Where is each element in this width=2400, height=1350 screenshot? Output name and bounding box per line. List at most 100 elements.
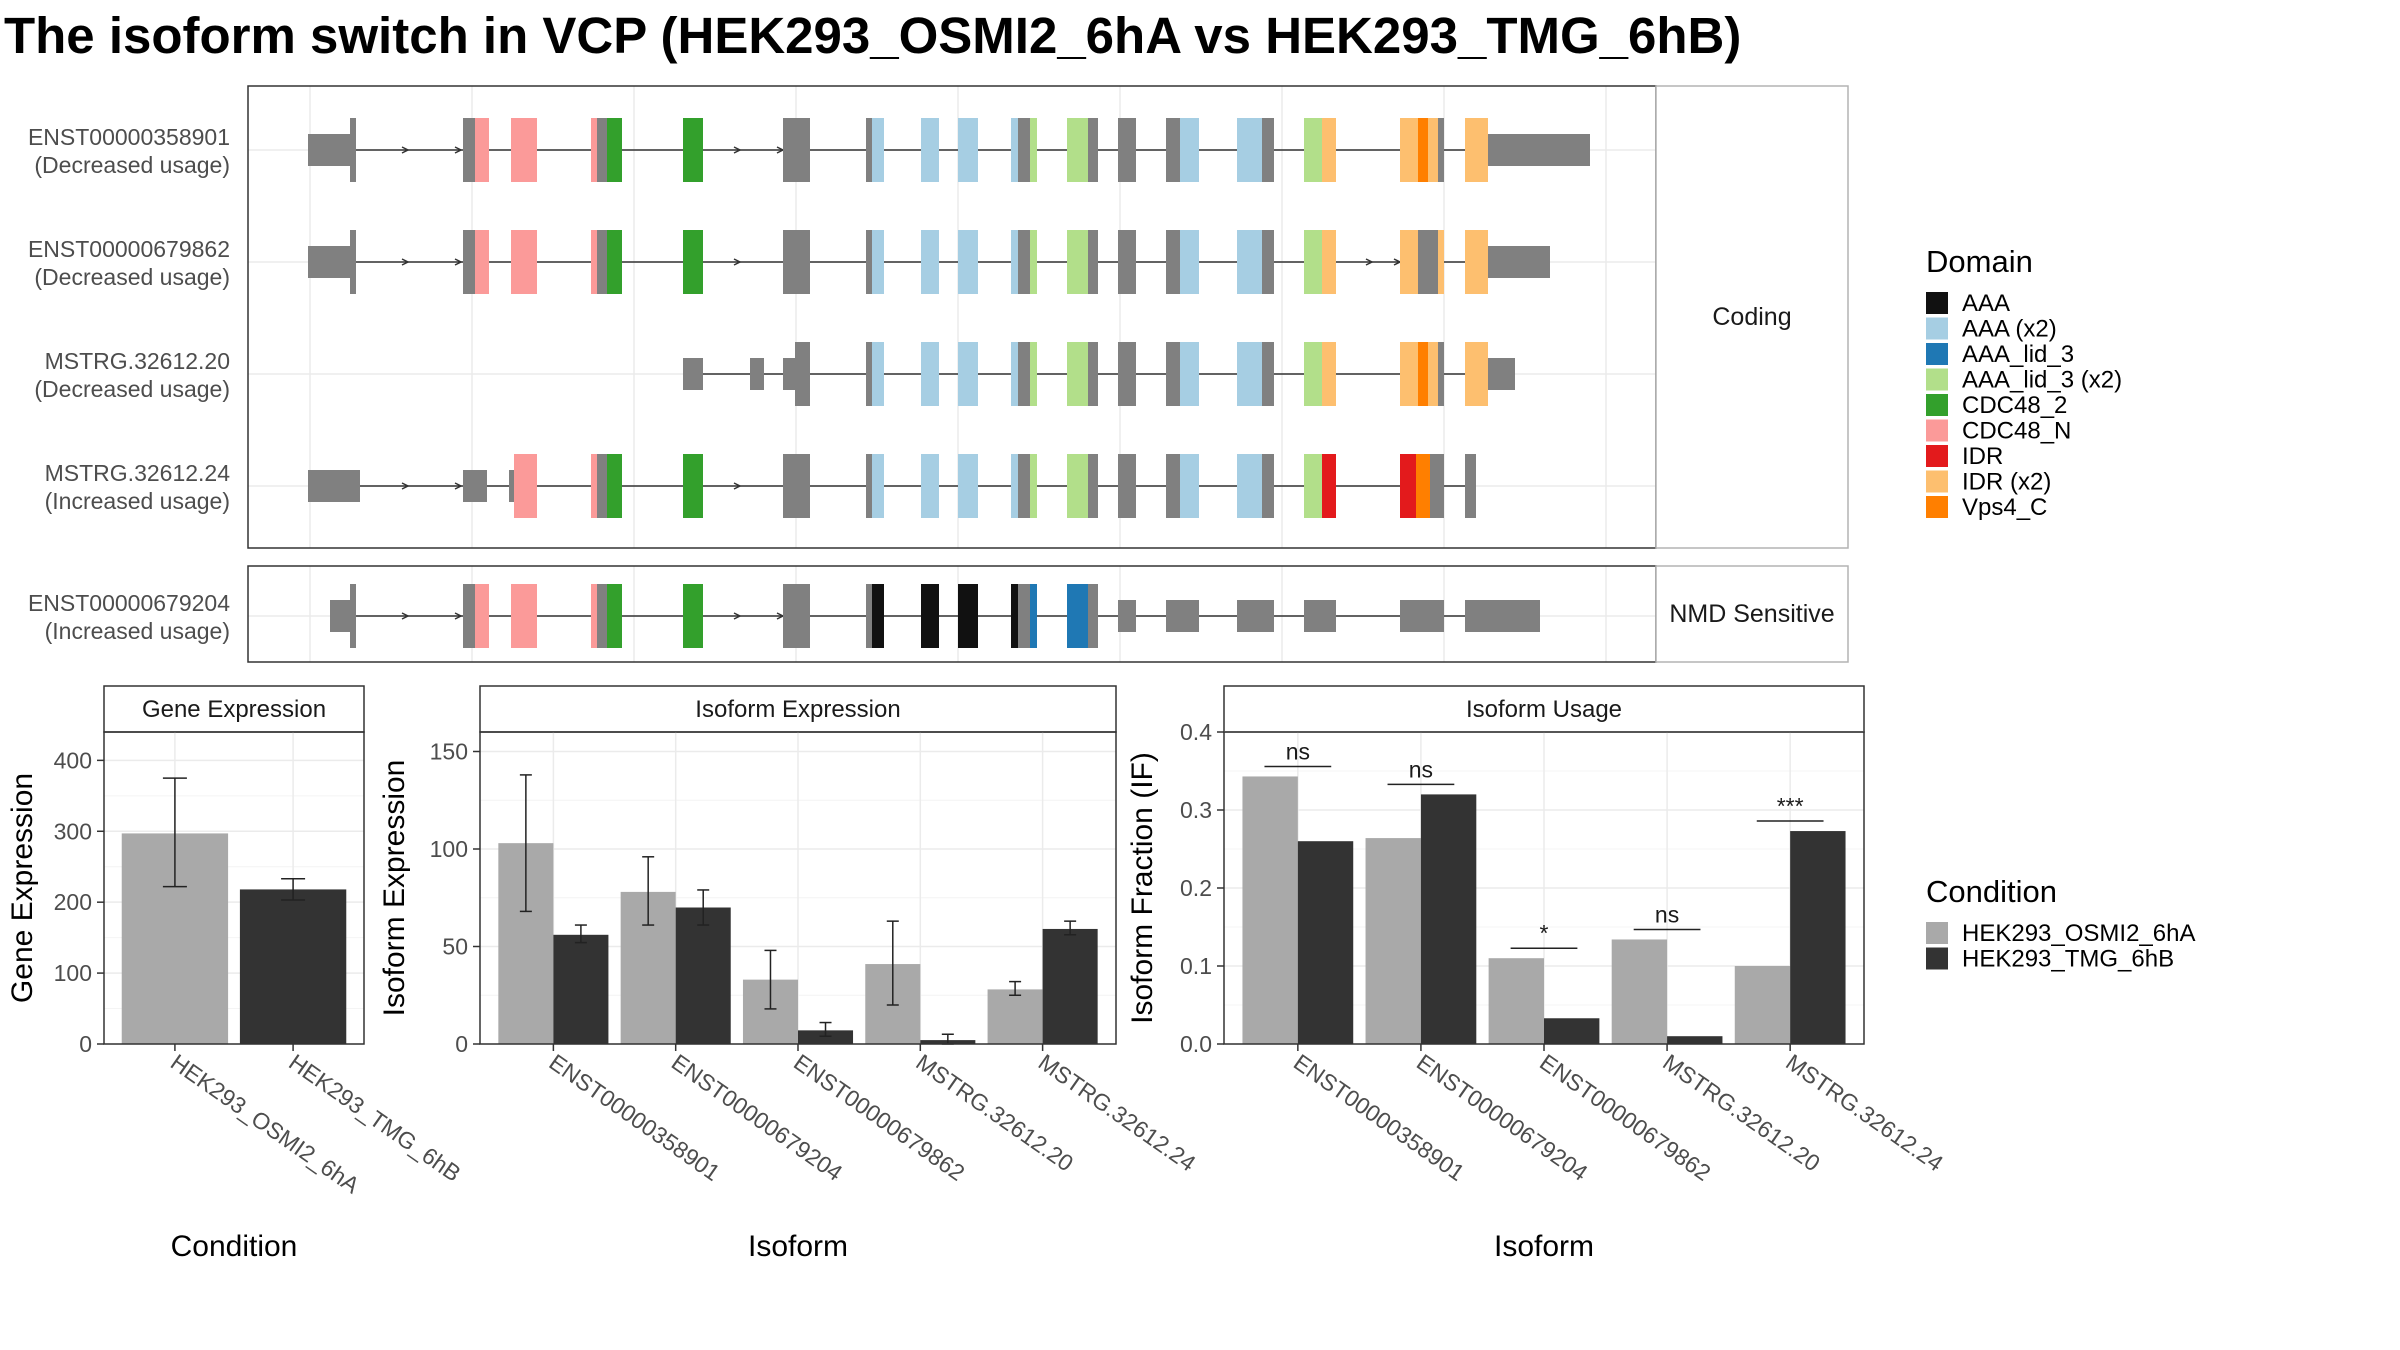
condition-legend-swatch: [1926, 948, 1948, 970]
exon: [866, 118, 872, 182]
domain-exon: [1180, 454, 1199, 518]
exon: [350, 118, 356, 182]
domain-exon: [514, 454, 537, 518]
bar: [1612, 939, 1667, 1044]
bar: [676, 908, 731, 1045]
domain-exon: [1011, 454, 1018, 518]
exon: [866, 342, 872, 406]
exon: [308, 246, 355, 278]
x-tick-label: HEK293_OSMI2_6hA: [166, 1049, 365, 1199]
domain-exon: [1237, 118, 1262, 182]
domain-exon: [607, 230, 622, 294]
domain-exon: [1416, 454, 1430, 518]
exon: [1088, 118, 1098, 182]
significance-label: ns: [1286, 738, 1310, 764]
exon: [597, 230, 607, 294]
condition-legend-title: Condition: [1926, 874, 2057, 909]
y-axis-label: Isoform Fraction (IF): [1126, 752, 1159, 1024]
transcript-usage-label: (Decreased usage): [34, 152, 230, 178]
domain-exon: [511, 230, 537, 294]
domain-exon: [1030, 584, 1037, 648]
domain-legend-label: CDC48_2: [1962, 392, 2067, 419]
exon: [1118, 230, 1136, 294]
exon: [1088, 342, 1098, 406]
y-tick-label: 100: [430, 836, 468, 862]
domain-legend-label: AAA_lid_3 (x2): [1962, 367, 2122, 394]
y-tick-label: 0.0: [1180, 1031, 1212, 1057]
bar: [1242, 776, 1297, 1044]
exon: [463, 230, 475, 294]
isoform-usage-chart: Isoform Usage0.00.10.20.30.4ENST00000358…: [1126, 686, 1948, 1263]
bar: [988, 989, 1043, 1044]
exon: [866, 584, 872, 648]
bar: [1544, 1018, 1599, 1044]
condition-legend-label: HEK293_TMG_6hB: [1962, 946, 2174, 973]
bar: [1043, 929, 1098, 1044]
domain-legend-label: AAA: [1962, 290, 2010, 317]
domain-legend-label: CDC48_N: [1962, 418, 2071, 445]
domain-exon: [921, 118, 939, 182]
exon: [1166, 230, 1180, 294]
y-tick-label: 50: [442, 934, 468, 960]
exon: [783, 584, 810, 648]
significance-label: *: [1540, 920, 1549, 946]
bar: [553, 935, 608, 1044]
domain-exon: [1067, 118, 1088, 182]
domain-exon: [1067, 230, 1088, 294]
domain-legend-swatch: [1926, 471, 1948, 493]
domain-exon: [475, 230, 489, 294]
bar: [1667, 1036, 1722, 1044]
domain-legend-swatch: [1926, 318, 1948, 340]
domain-exon: [1304, 454, 1322, 518]
domain-exon: [872, 342, 884, 406]
domain-exon: [1180, 118, 1199, 182]
figure-canvas: CodingNMD SensitiveENST00000358901(Decre…: [0, 0, 2400, 1350]
isoform-expression-chart: Isoform Expression050100150ENST000003589…: [378, 686, 1201, 1263]
domain-exon: [1428, 118, 1438, 182]
domain-exon: [683, 118, 703, 182]
exon: [1088, 230, 1098, 294]
domain-exon: [1011, 118, 1018, 182]
exon: [350, 584, 356, 648]
domain-exon: [475, 118, 489, 182]
exon: [1438, 118, 1444, 182]
exon: [1488, 134, 1590, 166]
domain-exon: [511, 118, 537, 182]
exon: [308, 134, 355, 166]
exon: [1166, 600, 1199, 632]
domain-exon: [921, 342, 939, 406]
exon: [1262, 118, 1274, 182]
exon: [1430, 454, 1444, 518]
domain-legend-swatch: [1926, 496, 1948, 518]
exon: [783, 454, 810, 518]
bar: [1735, 966, 1790, 1044]
exon: [1018, 454, 1030, 518]
exon: [1018, 230, 1030, 294]
y-tick-label: 0.4: [1180, 719, 1212, 745]
domain-exon: [921, 584, 939, 648]
transcript-usage-label: (Decreased usage): [34, 376, 230, 402]
exon: [1488, 358, 1515, 390]
transcript-usage-label: (Increased usage): [45, 488, 230, 514]
domain-exon: [683, 230, 703, 294]
domain-exon: [872, 230, 884, 294]
domain-legend-label: AAA (x2): [1962, 316, 2057, 343]
bar: [1366, 838, 1421, 1044]
exon: [463, 118, 475, 182]
domain-legend-label: AAA_lid_3: [1962, 341, 2074, 368]
exon: [1118, 118, 1136, 182]
x-axis-label: Isoform: [1494, 1230, 1594, 1263]
domain-legend-title: Domain: [1926, 244, 2033, 279]
exon: [1166, 454, 1180, 518]
domain-exon: [607, 118, 622, 182]
domain-legend-label: IDR (x2): [1962, 469, 2051, 496]
significance-label: ns: [1409, 756, 1433, 782]
exon: [750, 358, 764, 390]
y-tick-label: 0.1: [1180, 953, 1212, 979]
exon: [795, 342, 810, 406]
domain-exon: [1322, 118, 1336, 182]
domain-exon: [1465, 342, 1488, 406]
domain-exon: [1438, 230, 1444, 294]
domain-exon: [1304, 118, 1322, 182]
domain-exon: [511, 584, 537, 648]
